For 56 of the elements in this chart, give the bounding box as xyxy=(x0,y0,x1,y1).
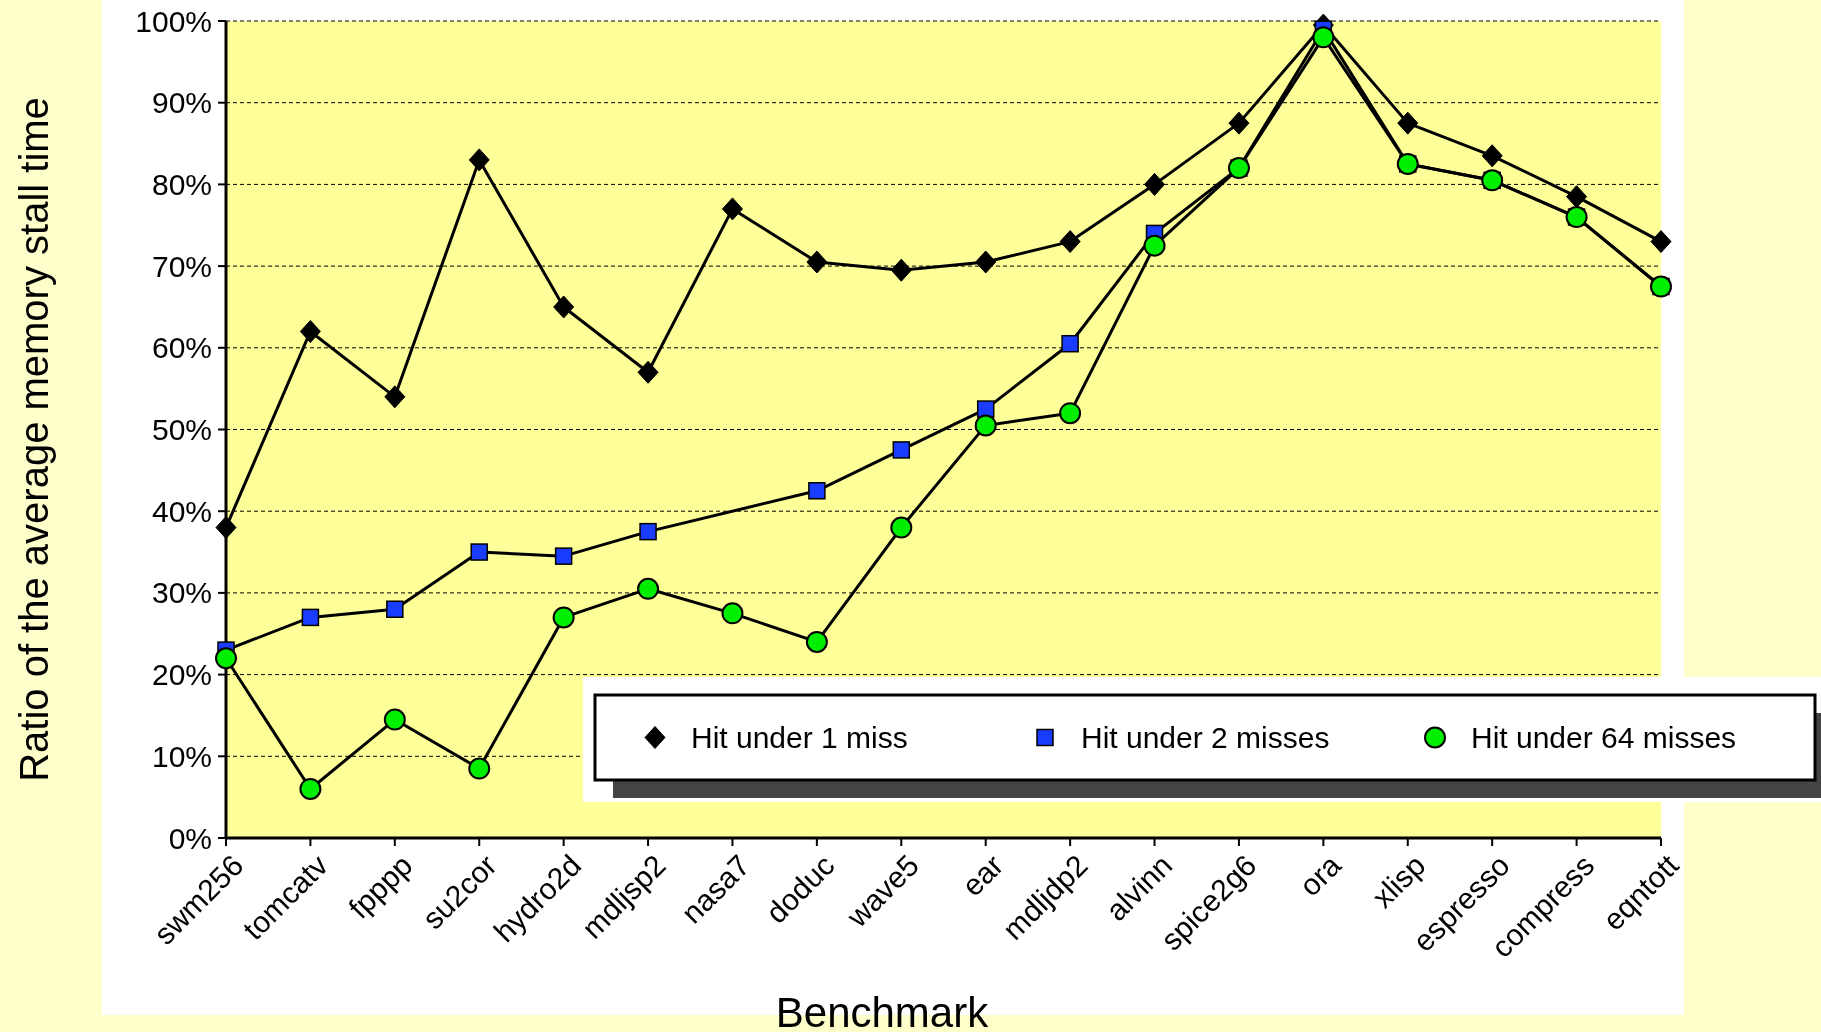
point xyxy=(721,197,743,221)
point xyxy=(890,516,913,539)
point xyxy=(301,608,320,627)
point xyxy=(1059,230,1081,254)
y-tick-label: 40% xyxy=(151,494,212,528)
legend-label: Hit under 1 miss xyxy=(691,721,908,754)
point xyxy=(468,757,491,780)
point xyxy=(1144,172,1166,196)
point xyxy=(974,414,997,437)
point xyxy=(384,385,406,409)
point xyxy=(721,602,744,625)
point xyxy=(554,547,573,565)
y-tick-label: 60% xyxy=(151,331,212,365)
point xyxy=(1650,230,1672,254)
point xyxy=(806,250,828,274)
point xyxy=(1228,111,1250,135)
point xyxy=(1566,185,1588,209)
y-tick-label: 80% xyxy=(151,167,212,201)
y-tick-label: 100% xyxy=(135,4,212,38)
point xyxy=(215,647,237,670)
y-tick-label: 30% xyxy=(151,576,212,610)
point xyxy=(805,630,828,653)
point xyxy=(1397,111,1419,135)
point xyxy=(215,516,237,540)
point xyxy=(1481,144,1503,168)
point xyxy=(1059,402,1082,425)
point xyxy=(637,577,660,600)
y-tick-label: 70% xyxy=(151,249,212,283)
point xyxy=(975,250,997,274)
y-axis-title: Ratio of the average memory stall time xyxy=(12,97,56,782)
x-axis-title: Benchmark xyxy=(775,989,990,1032)
point xyxy=(1061,334,1079,353)
point xyxy=(386,600,404,618)
point xyxy=(468,148,490,172)
legend-label: Hit under 64 misses xyxy=(1471,721,1737,754)
y-tick-label: 10% xyxy=(151,739,212,773)
x-tick-label: ora xyxy=(1293,848,1348,903)
legend-label: Hit under 2 misses xyxy=(1081,721,1330,754)
point xyxy=(470,543,488,561)
point xyxy=(892,441,911,459)
point xyxy=(299,319,321,343)
y-tick-label: 0% xyxy=(168,821,212,855)
point xyxy=(552,606,575,629)
x-tick-label: ear xyxy=(955,848,1010,903)
point xyxy=(808,482,826,500)
point xyxy=(890,258,912,282)
y-tick-label: 50% xyxy=(151,413,212,446)
y-tick-label: 20% xyxy=(151,658,212,692)
y-tick-label: 90% xyxy=(151,86,212,120)
point xyxy=(553,295,575,319)
point xyxy=(1143,234,1166,257)
point xyxy=(383,708,406,731)
point xyxy=(637,360,659,384)
point xyxy=(639,522,657,541)
point xyxy=(299,777,322,800)
point xyxy=(1312,26,1335,49)
